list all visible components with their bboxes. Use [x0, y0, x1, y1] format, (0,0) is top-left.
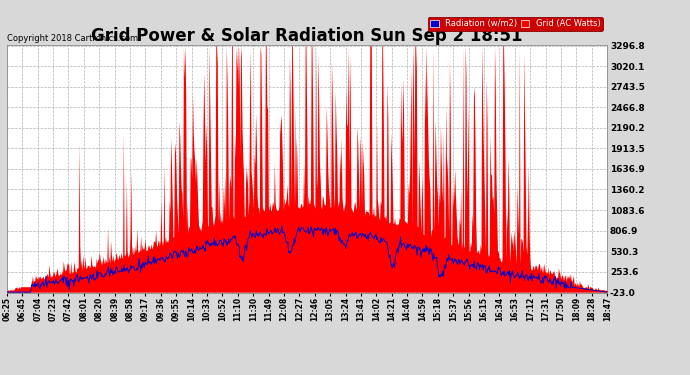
Legend: Radiation (w/m2), Grid (AC Watts): Radiation (w/m2), Grid (AC Watts)	[428, 17, 603, 31]
Text: Copyright 2018 Cartronics.com: Copyright 2018 Cartronics.com	[7, 33, 138, 42]
Title: Grid Power & Solar Radiation Sun Sep 2 18:51: Grid Power & Solar Radiation Sun Sep 2 1…	[91, 27, 523, 45]
